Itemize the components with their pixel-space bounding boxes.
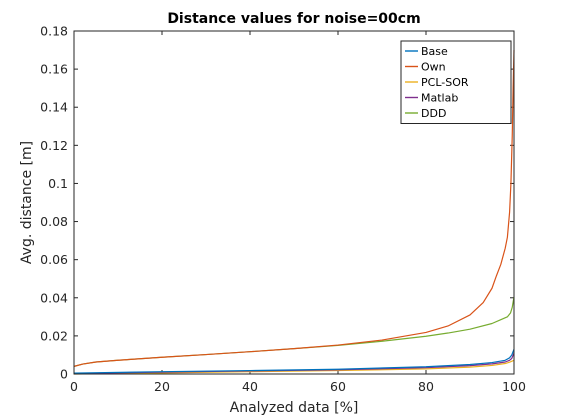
- x-tick-label: 60: [330, 379, 346, 394]
- legend-label: Base: [421, 45, 448, 58]
- y-tick-label: 0.18: [40, 24, 68, 39]
- series-line-base: [73, 349, 515, 374]
- y-tick-label: 0: [60, 367, 68, 382]
- chart-title: Distance values for noise=00cm: [167, 11, 420, 27]
- y-tick-label: 0.06: [40, 252, 68, 267]
- legend-box: [400, 40, 512, 124]
- series-layer: [73, 50, 515, 375]
- y-tick-label: 0.08: [40, 214, 68, 229]
- legend: Base Own PCL-SOR Matlab DDD: [400, 40, 512, 124]
- y-axis: 0 0.02 0.04 0.06 0.08 0.1 0.12 0.14 0.16 0.18: [40, 24, 514, 382]
- y-tick-label: 0.1: [48, 176, 68, 191]
- y-tick-label: 0.04: [40, 290, 68, 305]
- legend-label: PCL-SOR: [421, 76, 469, 89]
- x-axis-label: Analyzed data [%]: [230, 400, 359, 416]
- x-tick-label: 80: [418, 379, 434, 394]
- series-line-pcl-sor: [73, 359, 515, 375]
- y-tick-label: 0.16: [40, 62, 68, 77]
- y-tick-label: 0.12: [40, 138, 68, 153]
- x-tick-label: 40: [242, 379, 258, 394]
- y-tick-label: 0.14: [40, 100, 68, 115]
- y-axis-label: Avg. distance [m]: [19, 141, 35, 264]
- y-tick-label: 0.02: [40, 328, 68, 343]
- x-tick-label: 20: [154, 379, 170, 394]
- plot-frame: [73, 30, 515, 375]
- legend-label: Matlab: [421, 92, 458, 105]
- x-tick-label: 0: [70, 379, 78, 394]
- legend-label: Own: [421, 61, 446, 74]
- legend-label: DDD: [421, 107, 446, 120]
- x-tick-label: 100: [502, 379, 526, 394]
- series-line-own: [73, 50, 515, 367]
